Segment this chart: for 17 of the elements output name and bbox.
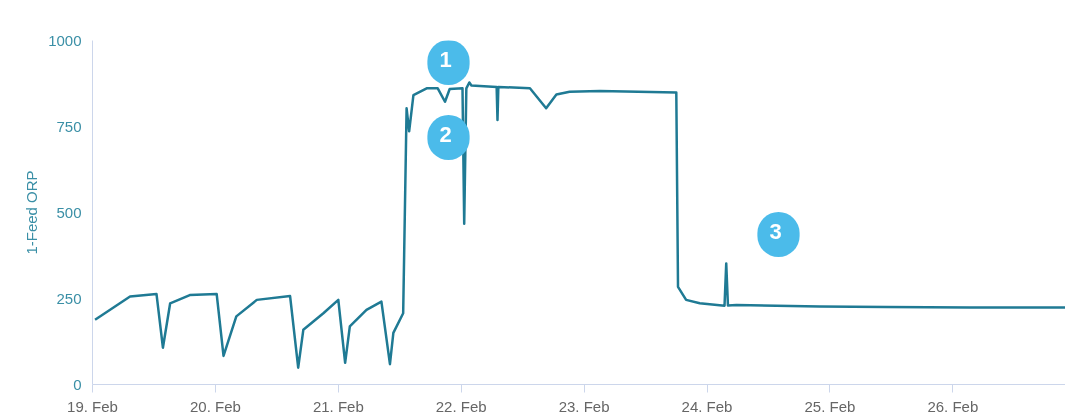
x-tick-label: 25. Feb [804,397,856,415]
annotation: 2 [439,122,452,147]
annotation: 3 [769,219,782,244]
y-tick-label: 750 [56,117,82,135]
x-tick-label: 19. Feb [67,397,118,415]
x-tick-label: 21. Feb [312,397,364,415]
y-tick-label: 250 [56,289,82,307]
x-tick-label: 23. Feb [558,397,610,415]
x-tick-label: 22. Feb [435,397,487,415]
x-tick-label: 26. Feb [927,397,979,415]
y-tick-label: 0 [73,375,82,393]
x-tick-label: 24. Feb [681,397,733,415]
y-tick-label: 1000 [48,31,82,49]
y-axis-title: 1-Feed ORP [23,170,41,255]
annotation: 1 [439,47,452,72]
y-tick-label: 500 [56,203,82,221]
x-tick-label: 20. Feb [189,397,241,415]
